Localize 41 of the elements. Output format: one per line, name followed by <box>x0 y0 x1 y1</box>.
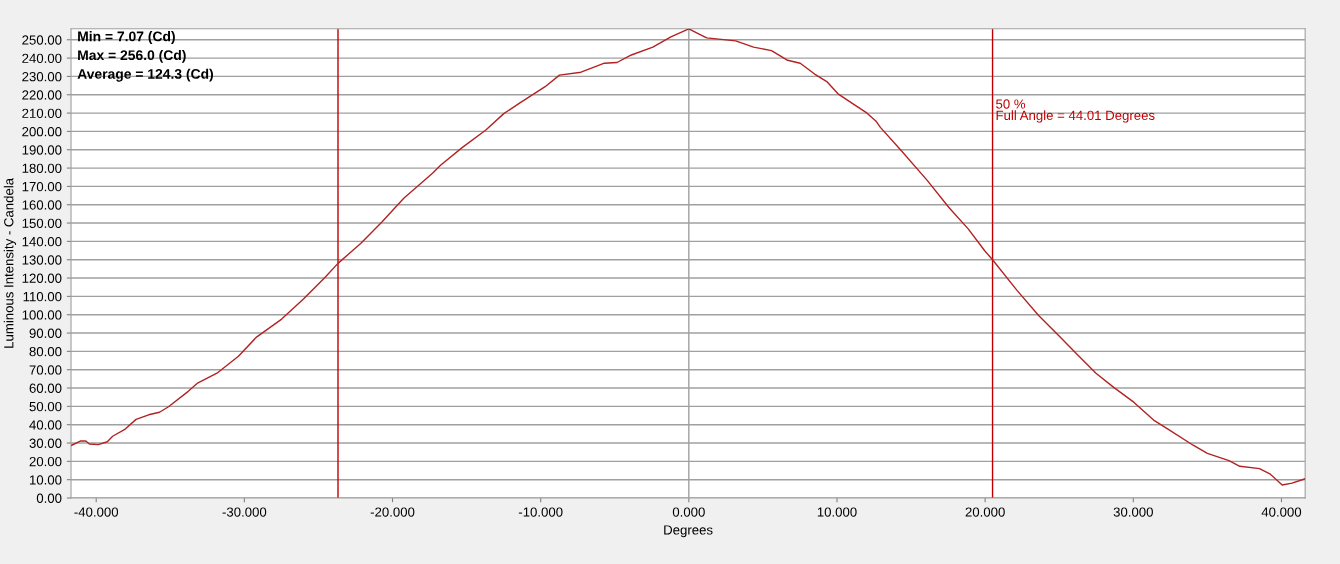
x-tick-label: 20.000 <box>965 507 1005 517</box>
x-tick-label: 40.000 <box>1261 507 1302 517</box>
y-tick-label: 90.00 <box>29 328 62 338</box>
y-tick-label: 160.00 <box>22 200 62 210</box>
x-tick-label: 30.000 <box>1113 507 1153 517</box>
y-tick-label: 150.00 <box>22 218 62 228</box>
y-tick-label: 200.00 <box>22 126 62 137</box>
x-tick-label: -20.000 <box>370 507 415 517</box>
y-tick-label: 70.00 <box>29 365 62 375</box>
y-tick-label: 10.00 <box>29 475 62 485</box>
y-tick-label: 110.00 <box>23 291 62 302</box>
y-tick-label: 230.00 <box>22 71 62 82</box>
y-tick-label: 220.00 <box>22 90 62 100</box>
x-axis-title: Degrees <box>664 525 713 538</box>
x-tick-label: -10.000 <box>518 507 563 517</box>
annotation: Average = 124.3 (Cd) <box>77 68 213 82</box>
y-axis-title: Luminous Intensity - Candela <box>3 177 17 348</box>
y-tick-label: 130.00 <box>22 255 62 265</box>
x-tick-label: 0.000 <box>672 507 705 517</box>
y-tick-label: 240.00 <box>22 53 62 63</box>
y-tick-label: 40.00 <box>29 420 62 430</box>
y-tick-label: 50.00 <box>29 401 62 412</box>
x-tick-label: 10.000 <box>817 507 857 517</box>
x-tick-label: -40.000 <box>74 507 119 517</box>
y-tick-label: 100.00 <box>22 310 62 320</box>
y-tick-label: 120.00 <box>22 273 62 283</box>
x-tick-label: -30.000 <box>222 507 267 517</box>
y-tick-label: 210.00 <box>22 108 62 118</box>
annotation: Min = 7.07 (Cd) <box>78 31 175 45</box>
annotation: 50 % Full Angle = 44.01 Degrees <box>996 99 1155 123</box>
annotation: Max = 256.0 (Cd) <box>78 49 186 63</box>
y-tick-label: 140.00 <box>22 236 62 247</box>
y-tick-label: 0.00 <box>36 493 62 503</box>
y-tick-label: 180.00 <box>22 163 62 173</box>
y-tick-label: 20.00 <box>29 456 62 467</box>
y-tick-label: 190.00 <box>22 145 62 155</box>
y-tick-label: 60.00 <box>29 383 62 393</box>
y-tick-label: 250.00 <box>22 35 62 45</box>
y-tick-label: 80.00 <box>29 346 62 357</box>
y-tick-label: 30.00 <box>29 438 62 448</box>
y-tick-label: 170.00 <box>22 181 62 192</box>
